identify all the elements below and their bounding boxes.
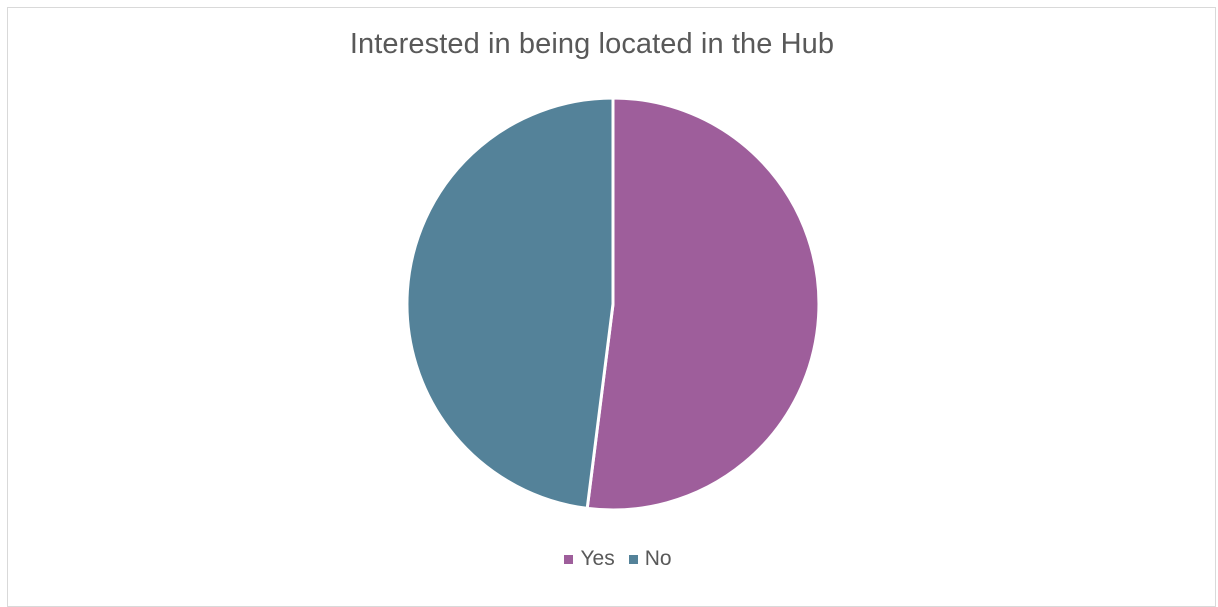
chart-title: Interested in being located in the Hub [349, 28, 835, 60]
legend-item-yes[interactable]: Yes [564, 547, 615, 571]
legend: Yes No [0, 547, 1218, 571]
legend-label-yes: Yes [580, 547, 615, 570]
pie-slice-yes[interactable] [585, 96, 821, 512]
pie-slice-no[interactable] [405, 96, 615, 510]
legend-label-no: No [644, 547, 672, 570]
legend-swatch-no [628, 554, 638, 564]
legend-item-no[interactable]: No [628, 547, 672, 571]
legend-swatch-yes [564, 554, 574, 564]
